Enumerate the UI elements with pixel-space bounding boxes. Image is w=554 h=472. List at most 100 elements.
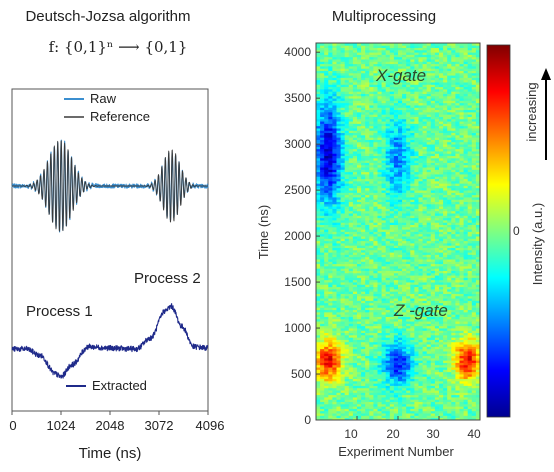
heatmap-cell — [365, 371, 370, 375]
heatmap-cell — [422, 171, 428, 175]
heatmap-cell — [348, 171, 354, 175]
heatmap-cell — [430, 323, 436, 327]
heatmap-cell — [328, 249, 333, 253]
heatmap-cell — [389, 387, 395, 391]
heatmap-cell — [328, 82, 333, 85]
heatmap-cell — [410, 387, 415, 391]
heatmap-cell — [357, 118, 362, 122]
heatmap-cell — [385, 357, 391, 361]
heatmap-cell — [324, 311, 329, 315]
heatmap-cell — [434, 270, 440, 274]
heatmap-cell — [393, 341, 399, 345]
heatmap-cell — [381, 134, 387, 138]
heatmap-cell — [418, 226, 423, 230]
heatmap-cell — [373, 222, 378, 225]
heatmap-cell — [336, 392, 341, 396]
heatmap-cell — [389, 305, 395, 308]
heatmap-cell — [373, 56, 378, 60]
heatmap-cell — [385, 334, 391, 338]
heatmap-cell — [389, 162, 395, 166]
heatmap-cell — [381, 295, 387, 299]
heatmap-cell — [348, 125, 354, 129]
heatmap-cell — [381, 164, 387, 168]
heatmap-cell — [414, 339, 419, 343]
heatmap-cell — [410, 332, 415, 336]
heatmap-cell — [377, 371, 382, 375]
heatmap-cell — [377, 151, 382, 154]
heatmap-cell — [398, 355, 403, 359]
heatmap-cell — [402, 164, 407, 168]
heatmap-cell — [344, 210, 350, 214]
heatmap-cell — [320, 190, 325, 193]
heatmap-cell — [389, 323, 395, 327]
heatmap-cell — [434, 415, 440, 419]
heatmap-cell — [348, 291, 354, 294]
heatmap-cell — [352, 410, 358, 414]
heatmap-cell — [340, 233, 346, 237]
heatmap-cell — [430, 247, 436, 251]
heatmap-cell — [336, 121, 341, 124]
heatmap-cell — [439, 325, 444, 329]
heatmap-cell — [422, 362, 428, 366]
heatmap-cell — [398, 298, 403, 301]
heatmap-cell — [393, 183, 399, 186]
heatmap-cell — [369, 408, 374, 412]
heatmap-cell — [377, 203, 382, 207]
heatmap-cell — [344, 242, 350, 246]
heatmap-cell — [422, 222, 428, 225]
heatmap-cell — [410, 102, 415, 106]
heatmap-cell — [365, 390, 370, 393]
heatmap-cell — [365, 47, 370, 51]
heatmap-cell — [332, 275, 337, 278]
heatmap-cell — [393, 380, 399, 384]
heatmap-cell — [414, 190, 419, 193]
heatmap-cell — [406, 139, 411, 143]
heatmap-cell — [357, 169, 362, 173]
heatmap-cell — [373, 399, 378, 403]
heatmap-cell — [426, 88, 432, 92]
heatmap-cell — [402, 380, 407, 384]
heatmap-cell — [377, 187, 382, 191]
heatmap-cell — [320, 399, 325, 403]
heatmap-cell — [414, 187, 419, 191]
heatmap-cell — [439, 401, 444, 405]
heatmap-cell — [328, 295, 333, 299]
heatmap-cell — [430, 217, 436, 221]
heatmap-cell — [381, 215, 387, 219]
heatmap-cell — [373, 93, 378, 97]
heatmap-cell — [316, 413, 321, 416]
heatmap-cell — [328, 334, 333, 338]
heatmap-cell — [373, 265, 378, 269]
heatmap-cell — [393, 348, 399, 352]
heatmap-cell — [398, 174, 403, 177]
heatmap-cell — [316, 309, 321, 313]
heatmap-cell — [357, 180, 362, 184]
heatmap-cell — [377, 247, 382, 251]
heatmap-cell — [332, 284, 337, 288]
heatmap-cell — [406, 201, 411, 205]
heatmap-cell — [434, 153, 440, 157]
heatmap-cell — [418, 406, 423, 409]
heatmap-cell — [344, 178, 350, 182]
heatmap-cell — [324, 323, 329, 327]
heatmap-cell — [332, 65, 337, 69]
heatmap-cell — [418, 272, 423, 276]
heatmap-cell — [385, 63, 391, 67]
heatmap-cell — [385, 399, 391, 403]
heatmap-cell — [344, 387, 350, 391]
heatmap-cell — [393, 305, 399, 308]
heatmap-cell — [389, 417, 395, 420]
heatmap-cell — [361, 91, 366, 94]
heatmap-cell — [398, 238, 403, 242]
heatmap-cell — [385, 238, 391, 242]
heatmap-cell — [348, 249, 354, 253]
heatmap-cell — [332, 114, 337, 117]
heatmap-cell — [398, 369, 403, 373]
heatmap-cell — [385, 178, 391, 182]
heatmap-cell — [406, 272, 411, 276]
heatmap-cell — [369, 263, 374, 267]
heatmap-cell — [357, 263, 362, 267]
heatmap-cell — [361, 240, 366, 244]
heatmap-cell — [361, 252, 366, 255]
heatmap-cell — [316, 125, 321, 129]
